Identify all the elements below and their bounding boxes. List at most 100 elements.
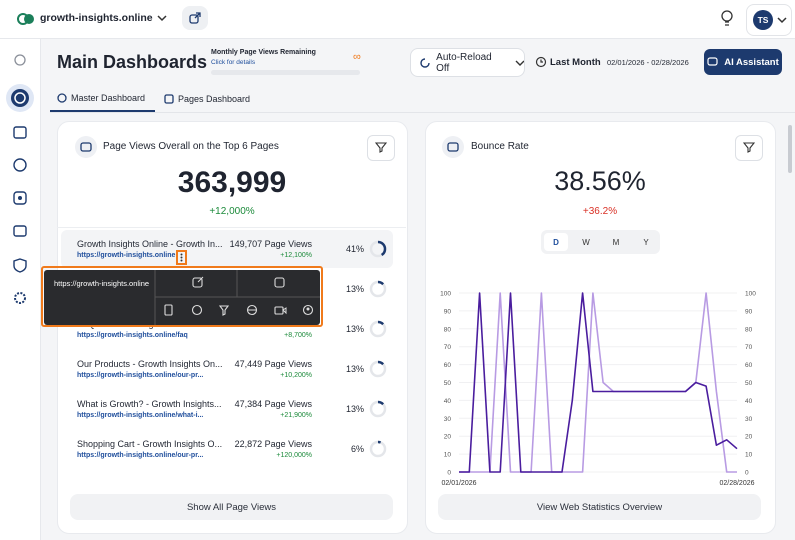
page-title: Main Dashboards bbox=[57, 52, 208, 72]
page-views: 149,707 Page Views bbox=[229, 239, 312, 249]
page-share: 6% bbox=[350, 444, 364, 454]
period-option[interactable]: Y bbox=[643, 237, 649, 247]
page-url: https://growth-insights.online bbox=[77, 252, 176, 259]
donut-arc bbox=[369, 320, 387, 338]
y-tick-label: 10 bbox=[444, 452, 452, 459]
page-change: +120,000% bbox=[276, 452, 312, 459]
nav-messages[interactable] bbox=[13, 225, 27, 237]
filter-action[interactable] bbox=[218, 305, 230, 316]
external-icon bbox=[189, 12, 201, 24]
bounce-card bbox=[425, 121, 776, 534]
quota-bar bbox=[211, 70, 360, 75]
auto-reload-label: Auto-Reload Off bbox=[436, 51, 492, 74]
page-share: 41% bbox=[345, 244, 364, 254]
period-option[interactable]: D bbox=[544, 233, 568, 251]
reload-icon bbox=[420, 57, 430, 68]
page-url: https://growth-insights.online/our-pr... bbox=[77, 452, 204, 459]
page-title: Shopping Cart - Growth Insights O... bbox=[77, 439, 223, 449]
tab-master[interactable]: Master Dashboard bbox=[50, 86, 155, 112]
quota-label: Monthly Page Views Remaining bbox=[211, 49, 316, 56]
page-row[interactable]: Growth Insights Online - Growth In... htt… bbox=[61, 230, 393, 268]
page-share: 13% bbox=[345, 284, 364, 294]
sidebar-icons bbox=[6, 54, 34, 304]
nav-shop[interactable] bbox=[13, 126, 27, 139]
page-change: +8,700% bbox=[284, 332, 312, 339]
period-option[interactable]: M bbox=[612, 237, 620, 247]
donut-arc bbox=[369, 240, 387, 258]
page-title: What is Growth? - Growth Insights... bbox=[77, 399, 222, 409]
filter-button[interactable] bbox=[367, 135, 395, 161]
page-action[interactable] bbox=[164, 304, 173, 316]
account-menu[interactable]: TS bbox=[746, 4, 792, 36]
auto-reload-button[interactable]: Auto-Reload Off bbox=[410, 48, 525, 77]
y2-tick-label: 0 bbox=[745, 470, 749, 477]
nav-settings[interactable] bbox=[14, 292, 26, 304]
x-tick-label: 02/28/2026 bbox=[719, 480, 754, 487]
tab-pages[interactable]: Pages Dashboard bbox=[160, 86, 260, 112]
donut-arc bbox=[369, 280, 387, 298]
y2-tick-label: 20 bbox=[745, 434, 753, 441]
filter-icon bbox=[375, 142, 387, 153]
copy-action[interactable] bbox=[274, 277, 285, 288]
popup-actions bbox=[154, 270, 320, 325]
nav-security[interactable] bbox=[13, 258, 27, 273]
site-logo bbox=[17, 13, 34, 25]
page-row[interactable]: Our Products - Growth Insights On... http… bbox=[61, 350, 393, 388]
top-bar: growth-insights.online TS bbox=[0, 0, 795, 39]
share-donut bbox=[369, 240, 387, 258]
page-row[interactable]: What is Growth? - Growth Insights... http… bbox=[61, 390, 393, 428]
card-icon bbox=[75, 136, 97, 158]
tab-label: Master Dashboard bbox=[71, 93, 146, 103]
y2-tick-label: 80 bbox=[745, 326, 753, 333]
page-share: 13% bbox=[345, 324, 364, 334]
y-tick-label: 20 bbox=[444, 434, 452, 441]
ideas-icon[interactable] bbox=[720, 10, 734, 28]
nav-analytics[interactable] bbox=[13, 158, 27, 172]
period-label[interactable]: Last Month bbox=[550, 57, 601, 68]
share-donut bbox=[369, 360, 387, 378]
open-site-button[interactable] bbox=[182, 6, 208, 30]
donut-track bbox=[369, 440, 387, 458]
user-action[interactable] bbox=[302, 304, 314, 316]
card-title: Page Views Overall on the Top 6 Pages bbox=[103, 141, 279, 152]
row-menu-button[interactable] bbox=[176, 250, 187, 265]
y2-tick-label: 90 bbox=[745, 308, 753, 315]
web-stats-button[interactable]: View Web Statistics Overview bbox=[438, 494, 761, 520]
sidebar bbox=[0, 39, 41, 540]
row-action-menu: https://growth-insights.online bbox=[44, 270, 320, 325]
open-page-action[interactable] bbox=[192, 276, 204, 288]
site-name[interactable]: growth-insights.online bbox=[40, 12, 153, 24]
card-icon bbox=[442, 136, 464, 158]
y-tick-label: 100 bbox=[440, 291, 451, 298]
period-option[interactable]: W bbox=[582, 237, 590, 247]
show-all-button[interactable]: Show All Page Views bbox=[70, 494, 393, 520]
y-tick-label: 80 bbox=[444, 326, 452, 333]
globe-action[interactable] bbox=[246, 304, 258, 316]
page-share: 13% bbox=[345, 364, 364, 374]
video-action[interactable] bbox=[274, 306, 287, 315]
quota-link[interactable]: Click for details bbox=[211, 59, 256, 66]
scrollbar-thumb[interactable] bbox=[788, 125, 792, 173]
site-dropdown[interactable] bbox=[157, 14, 167, 22]
y-tick-label: 30 bbox=[444, 416, 452, 423]
nav-home[interactable] bbox=[14, 54, 26, 66]
speed-action[interactable] bbox=[191, 304, 203, 316]
x-tick-label: 02/01/2026 bbox=[441, 480, 476, 487]
y-tick-label: 70 bbox=[444, 344, 452, 351]
donut-arc bbox=[369, 400, 387, 418]
share-donut bbox=[369, 280, 387, 298]
page-row[interactable]: Shopping Cart - Growth Insights O... http… bbox=[61, 430, 393, 468]
quota-value: ∞ bbox=[353, 51, 361, 63]
ai-assistant-button[interactable]: AI Assistant bbox=[704, 49, 782, 75]
date-range[interactable]: 02/01/2026 - 02/28/2026 bbox=[607, 58, 689, 67]
filter-button[interactable] bbox=[735, 135, 763, 161]
page-change: +21,900% bbox=[280, 412, 312, 419]
kebab-icon bbox=[180, 253, 183, 262]
page-change: +10,200% bbox=[280, 372, 312, 379]
reload-chevron bbox=[515, 60, 524, 66]
nav-dashboard[interactable] bbox=[6, 84, 34, 112]
page-views: 47,449 Page Views bbox=[234, 359, 312, 369]
nav-target[interactable] bbox=[13, 191, 27, 205]
